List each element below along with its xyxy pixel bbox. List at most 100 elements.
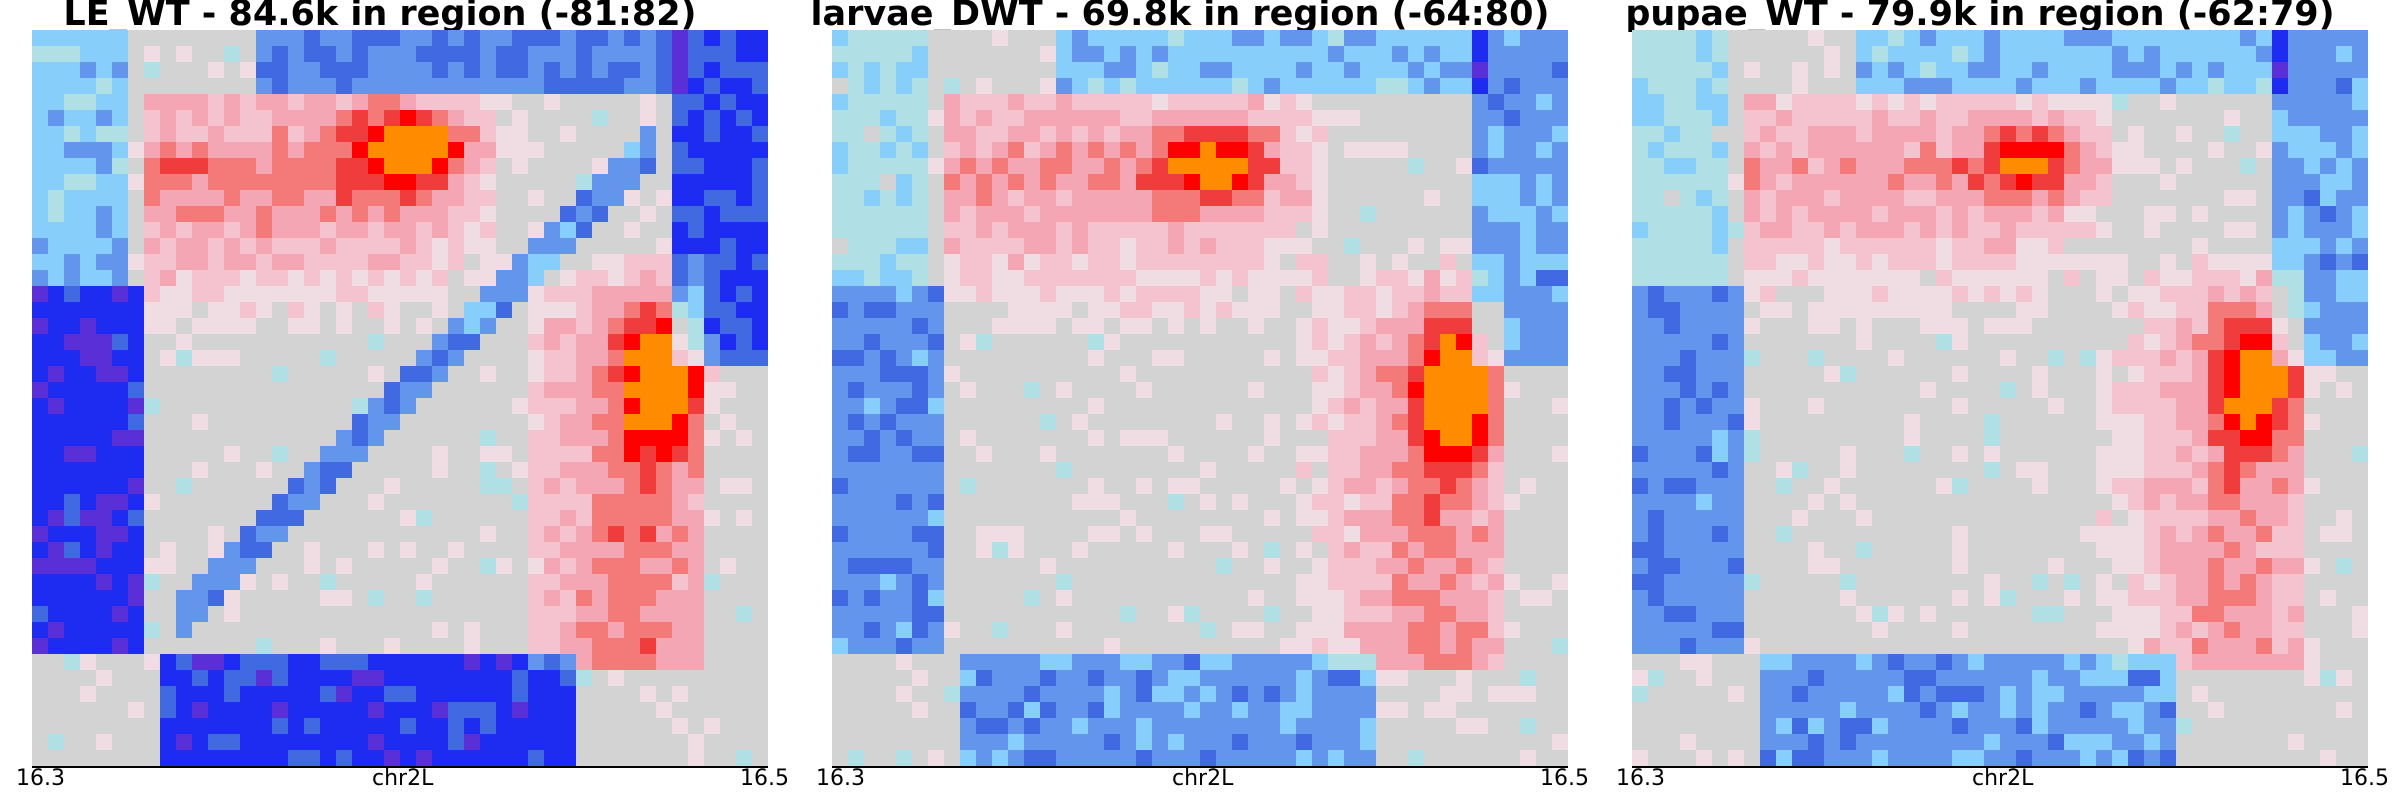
heatmap-cell — [272, 110, 289, 127]
heatmap-cell — [880, 638, 897, 655]
heatmap-cell — [1424, 254, 1441, 271]
heatmap-cell — [256, 494, 273, 511]
heatmap-cell — [1936, 142, 1953, 159]
heatmap-cell — [336, 318, 353, 335]
heatmap-cell — [288, 222, 305, 239]
heatmap-cell — [1008, 190, 1025, 207]
heatmap-cell — [2016, 238, 2033, 255]
heatmap-cell — [272, 670, 289, 687]
heatmap-cell — [1664, 190, 1681, 207]
heatmap-cell — [64, 30, 81, 47]
heatmap-cell — [1456, 622, 1473, 639]
heatmap-cell — [1232, 494, 1249, 511]
heatmap-cell — [720, 414, 737, 431]
heatmap-cell — [528, 446, 545, 463]
heatmap-cell — [1328, 270, 1345, 287]
heatmap-cell — [224, 254, 241, 271]
heatmap-cell — [1232, 638, 1249, 655]
heatmap-cell — [224, 206, 241, 223]
heatmap-cell — [1008, 734, 1025, 751]
heatmap-cell — [32, 174, 49, 191]
heatmap-cell — [1168, 702, 1185, 719]
heatmap-cell — [1936, 222, 1953, 239]
heatmap-cell — [128, 126, 145, 143]
heatmap-cell — [352, 302, 369, 319]
heatmap-cell — [640, 286, 657, 303]
heatmap-cell — [1184, 302, 1201, 319]
heatmap-cell — [1408, 622, 1425, 639]
heatmap-cell — [928, 574, 945, 591]
heatmap-cell — [1344, 718, 1361, 735]
heatmap-cell — [880, 286, 897, 303]
heatmap-cell — [1664, 142, 1681, 159]
heatmap-cell — [144, 590, 161, 607]
heatmap-cell — [112, 238, 129, 255]
heatmap-cell — [368, 126, 385, 143]
heatmap-cell — [176, 734, 193, 751]
heatmap-cell — [1120, 30, 1137, 47]
heatmap-cell — [1088, 222, 1105, 239]
heatmap-cell — [672, 222, 689, 239]
heatmap-cell — [864, 606, 881, 623]
heatmap-cell — [1520, 206, 1537, 223]
heatmap-cell — [1664, 126, 1681, 143]
heatmap-cell — [2208, 46, 2225, 63]
heatmap-cell — [912, 414, 929, 431]
heatmap-cell — [2064, 94, 2081, 111]
heatmap-cell — [80, 318, 97, 335]
heatmap-cell — [96, 638, 113, 655]
heatmap-cell — [1376, 382, 1393, 399]
heatmap-cell — [736, 62, 753, 79]
heatmap-cell — [608, 350, 625, 367]
heatmap-cell — [1104, 30, 1121, 47]
heatmap-cell — [848, 478, 865, 495]
heatmap-cell — [608, 542, 625, 559]
heatmap-cell — [2320, 174, 2337, 191]
heatmap-cell — [896, 366, 913, 383]
heatmap-cell — [672, 638, 689, 655]
heatmap-cell — [384, 542, 401, 559]
heatmap-cell — [1296, 174, 1313, 191]
heatmap-cell — [1344, 606, 1361, 623]
heatmap-cell — [1440, 510, 1457, 527]
heatmap-cell — [992, 270, 1009, 287]
heatmap-cell — [352, 718, 369, 735]
heatmap-cell — [144, 110, 161, 127]
heatmap-cell — [576, 62, 593, 79]
heatmap-cell — [1488, 542, 1505, 559]
heatmap-cell — [1488, 334, 1505, 351]
heatmap-cell — [1472, 174, 1489, 191]
heatmap-cell — [2160, 30, 2177, 47]
heatmap-cell — [432, 590, 449, 607]
heatmap-cell — [1040, 126, 1057, 143]
heatmap-cell — [1424, 318, 1441, 335]
heatmap-cell — [384, 174, 401, 191]
heatmap-cell — [464, 366, 481, 383]
heatmap-cell — [1312, 366, 1329, 383]
heatmap-cell — [624, 30, 641, 47]
heatmap-cell — [1920, 78, 1937, 95]
heatmap-cell — [144, 558, 161, 575]
heatmap-cell — [480, 494, 497, 511]
heatmap-cell — [752, 222, 768, 239]
heatmap-cell — [336, 638, 353, 655]
heatmap-cell — [608, 430, 625, 447]
heatmap-cell — [880, 158, 897, 175]
heatmap-cell — [608, 94, 625, 111]
heatmap-cell — [2160, 62, 2177, 79]
heatmap-cell — [1792, 254, 1809, 271]
heatmap-cell — [160, 606, 177, 623]
heatmap-cell — [1504, 142, 1521, 159]
heatmap-cell — [560, 78, 577, 95]
heatmap-cell — [880, 46, 897, 63]
heatmap-cell — [720, 670, 737, 687]
heatmap-cell — [1536, 142, 1553, 159]
heatmap-cell — [1840, 94, 1857, 111]
heatmap-cell — [928, 158, 945, 175]
heatmap-cell — [528, 46, 545, 63]
heatmap-cell — [1168, 174, 1185, 191]
heatmap-cell — [1184, 702, 1201, 719]
heatmap-cell — [560, 734, 577, 751]
heatmap-cell — [512, 398, 529, 415]
heatmap-cell — [2304, 30, 2321, 47]
